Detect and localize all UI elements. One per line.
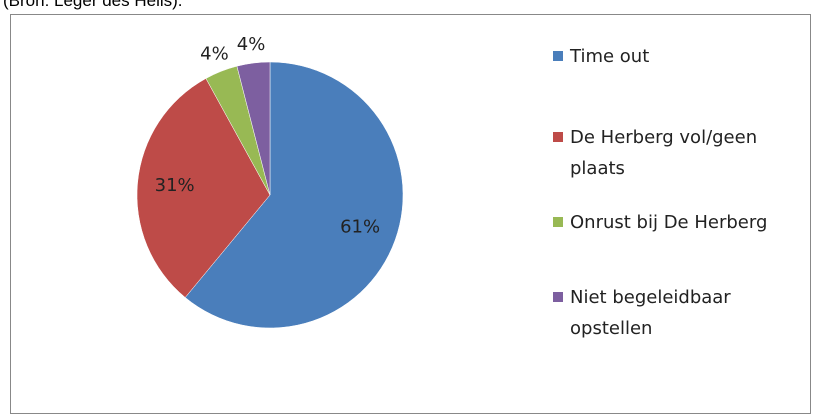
legend-label: Onrust bij De Herberg (570, 212, 768, 233)
legend-swatch (553, 132, 563, 142)
pie-slice (236, 61, 271, 196)
data-label: 4% (200, 44, 229, 65)
legend-label: Niet begeleidbaar opstellen (570, 287, 731, 339)
data-label: 61% (340, 216, 380, 237)
legend-label: Time out (570, 46, 650, 67)
page: (Bron: Leger des Heils). 61%31%4%4% (() … (3, 0, 811, 414)
pie-slice (184, 61, 404, 329)
caption: (Bron: Leger des Heils). (3, 0, 183, 10)
legend-swatch (553, 51, 563, 61)
data-label: 31% (155, 175, 195, 196)
legend-swatch (553, 292, 563, 302)
chart: 61% 31% 4% 4% (136, 34, 404, 329)
pie-slice (136, 78, 271, 298)
data-label: 4% (237, 34, 266, 55)
legend-label: De Herberg vol/geen plaats (570, 127, 758, 179)
legend-swatch (553, 217, 563, 227)
